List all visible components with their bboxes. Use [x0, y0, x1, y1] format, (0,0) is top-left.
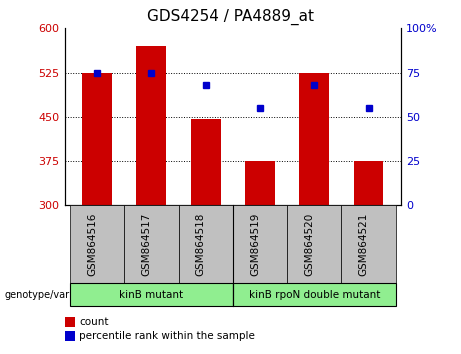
Text: GSM864518: GSM864518 [195, 212, 206, 276]
Bar [354, 161, 384, 205]
Text: GSM864517: GSM864517 [142, 212, 151, 276]
Text: genotype/variation: genotype/variation [5, 290, 97, 300]
Bar [191, 119, 221, 205]
Text: GSM864520: GSM864520 [304, 213, 314, 276]
Text: kinB rpoN double mutant: kinB rpoN double mutant [248, 290, 380, 300]
Text: GSM864516: GSM864516 [87, 212, 97, 276]
Bar [245, 161, 275, 205]
Text: GDS4254 / PA4889_at: GDS4254 / PA4889_at [147, 9, 314, 25]
Text: GSM864519: GSM864519 [250, 212, 260, 276]
Bar [82, 73, 112, 205]
Text: count: count [79, 317, 109, 327]
Bar [299, 73, 329, 205]
Text: percentile rank within the sample: percentile rank within the sample [79, 331, 255, 341]
Bar [136, 46, 166, 205]
Text: kinB mutant: kinB mutant [119, 290, 183, 300]
Text: GSM864521: GSM864521 [359, 212, 368, 276]
